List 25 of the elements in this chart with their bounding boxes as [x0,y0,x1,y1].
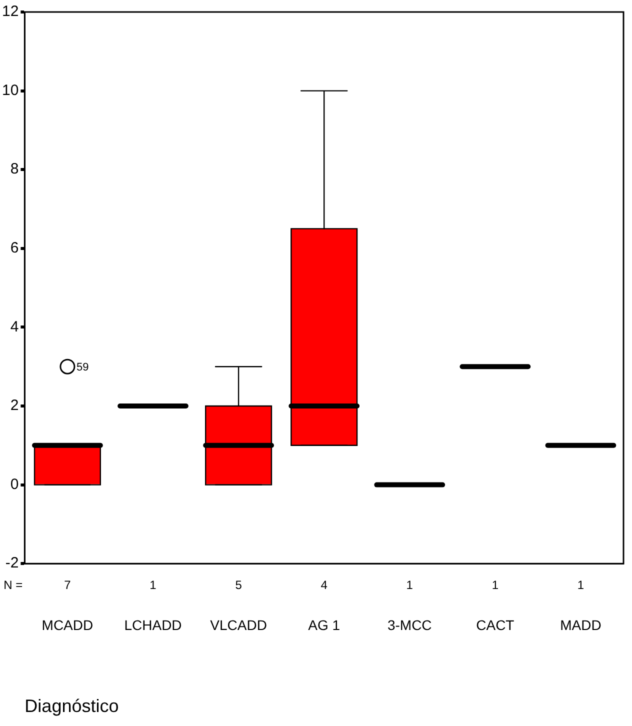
x-axis-title: Diagnóstico [24,696,119,716]
text: 4 [320,578,328,592]
text: 1 [577,578,584,592]
x-tick-label: MCADD [42,617,94,634]
text: 1 [492,578,499,592]
y-tick-label: 4 [10,318,19,336]
x-tick-label: AG 1 [308,617,340,634]
annotation: 59 [76,362,89,374]
x-tick-label: CACT [476,617,515,634]
y-tick-label: 2 [10,397,19,414]
y-tick-label: -2 [5,554,19,572]
text: N = [4,578,23,592]
text: 1 [406,578,414,592]
y-tick-label: 8 [10,160,19,178]
text: 7 [64,578,72,592]
x-tick-label: 3-MCC [387,617,432,634]
x-tick-label: LCHADD [124,617,182,634]
x-tick-label: MADD [560,617,602,634]
y-tick-label: 0 [10,476,19,493]
x-tick-label: VLCADD [210,617,267,634]
text: 5 [235,578,242,592]
y-tick-label: 10 [2,82,19,99]
y-tick-label: 6 [10,240,19,257]
y-tick-label: 12 [2,3,19,20]
text: 1 [150,578,157,592]
